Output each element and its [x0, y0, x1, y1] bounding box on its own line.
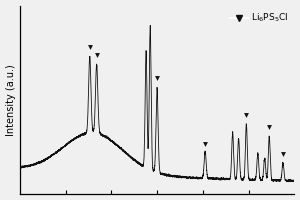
Y-axis label: Intensity (a.u.): Intensity (a.u.) [6, 64, 16, 136]
Legend: Li$_6$PS$_5$Cl: Li$_6$PS$_5$Cl [228, 10, 290, 26]
